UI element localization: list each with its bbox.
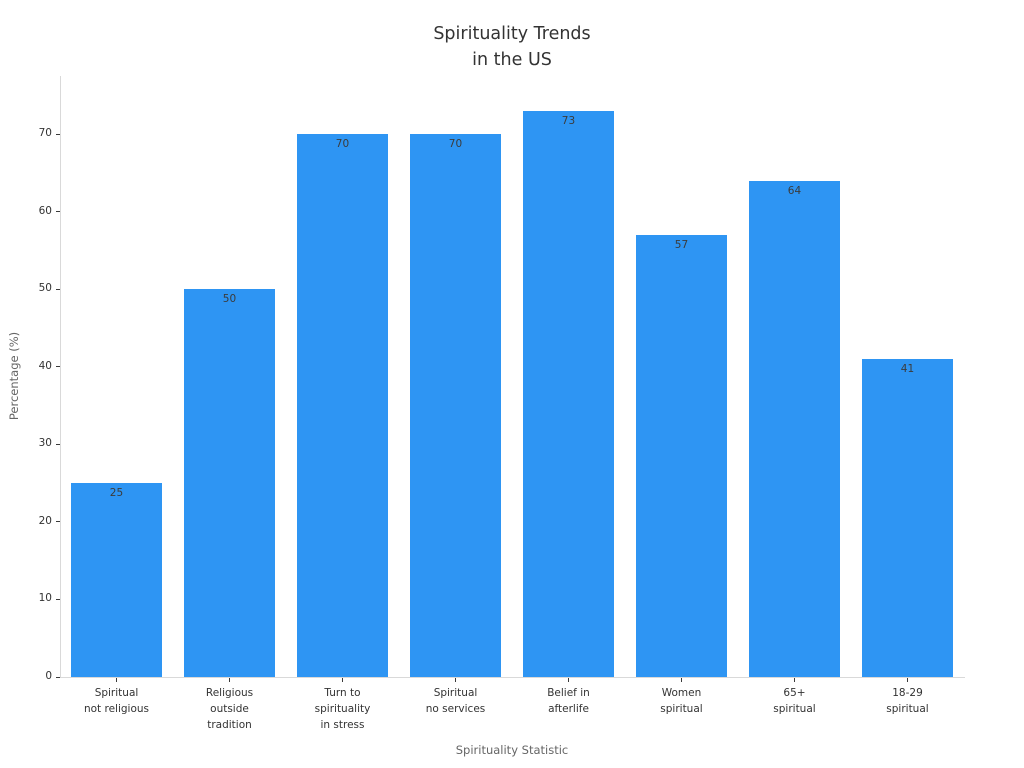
y-axis-title: Percentage (%): [7, 331, 21, 421]
x-tick-mark: [342, 678, 343, 682]
bar: 70: [410, 134, 501, 677]
x-tick-mark: [907, 678, 908, 682]
bar: 57: [636, 234, 727, 677]
y-tick-mark: [56, 521, 60, 523]
bar-value-label: 50: [222, 293, 237, 306]
x-tick-mark: [116, 678, 117, 682]
x-tick-mark: [681, 678, 682, 682]
bar: 41: [862, 359, 953, 677]
bar: 70: [297, 134, 388, 677]
bar-value-label: 64: [787, 184, 802, 197]
y-tick-mark: [56, 288, 60, 290]
y-tick-label: 70: [38, 127, 52, 140]
x-tick-label: 18-29 spiritual: [886, 687, 929, 715]
plot-area: [60, 76, 965, 678]
bar: 50: [184, 289, 275, 677]
y-tick-label: 60: [38, 204, 52, 217]
bar-value-label: 70: [448, 138, 463, 151]
bar: 73: [523, 110, 614, 677]
x-tick-label: Turn to spirituality in stress: [314, 687, 371, 731]
bar: 64: [749, 180, 840, 677]
y-tick-label: 50: [38, 282, 52, 295]
x-tick-label: 65+ spiritual: [773, 687, 816, 715]
y-tick-mark: [56, 366, 60, 368]
x-tick-mark: [568, 678, 569, 682]
x-tick-label: Women spiritual: [660, 687, 703, 715]
bar-value-label: 70: [335, 138, 350, 151]
y-tick-label: 40: [38, 359, 52, 372]
bar-value-label: 25: [109, 487, 124, 500]
y-tick-label: 30: [38, 437, 52, 450]
x-tick-label: Belief in afterlife: [547, 687, 590, 715]
x-tick-mark: [229, 678, 230, 682]
x-tick-mark: [794, 678, 795, 682]
chart-title: Spirituality Trends in the US: [433, 24, 591, 70]
x-tick-label: Spiritual not religious: [83, 687, 150, 715]
y-tick-mark: [56, 133, 60, 135]
x-tick-label: Religious outside tradition: [205, 687, 254, 731]
bar: 25: [71, 483, 162, 677]
bar-value-label: 57: [674, 238, 689, 251]
y-tick-label: 0: [45, 670, 52, 682]
y-tick-mark: [56, 598, 60, 600]
y-tick-label: 20: [38, 514, 52, 527]
bar-value-label: 41: [900, 363, 915, 376]
y-tick-mark: [56, 676, 60, 678]
y-tick-mark: [56, 443, 60, 445]
x-tick-mark: [455, 678, 456, 682]
bar-value-label: 73: [561, 114, 576, 127]
x-axis-title: Spirituality Statistic: [455, 743, 569, 757]
y-tick-label: 10: [38, 592, 52, 605]
y-tick-mark: [56, 211, 60, 213]
x-tick-label: Spiritual no services: [425, 687, 486, 715]
